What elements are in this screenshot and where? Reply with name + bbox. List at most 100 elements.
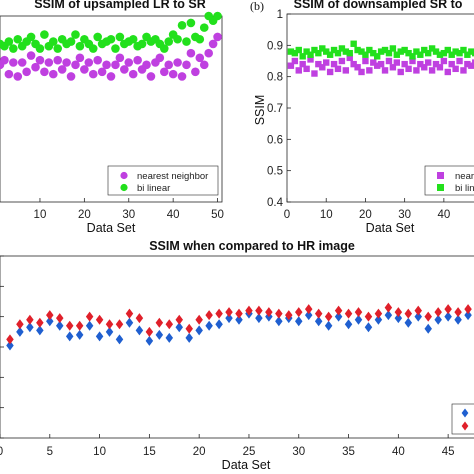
data-point	[53, 55, 63, 65]
y-tick-label: 0.8	[267, 72, 283, 84]
data-point	[245, 305, 253, 316]
data-point	[373, 53, 381, 60]
data-point	[53, 44, 63, 53]
legend-marker-red	[461, 421, 469, 431]
y-tick-label: 0.4	[267, 197, 284, 209]
legend-marker-bilinear	[120, 183, 128, 192]
x-tick-label: 30	[122, 209, 135, 221]
x-tick-label: 15	[143, 446, 156, 458]
x-tick-label: 10	[34, 209, 47, 221]
data-point	[428, 45, 436, 52]
marks-hr	[6, 302, 472, 351]
panel-upsampled-lr-to-sr: SSIM of upsampled LR to SR 10 20 30 40 50 Da…	[0, 0, 224, 235]
legend-label-nearest-b: neare	[455, 171, 474, 182]
data-point	[324, 311, 333, 322]
legend-hr	[451, 403, 474, 435]
data-point	[135, 325, 144, 336]
data-point	[303, 48, 310, 55]
x-tick-label: 45	[442, 446, 455, 458]
data-point	[326, 51, 334, 58]
data-point	[36, 325, 44, 336]
data-point	[291, 57, 299, 65]
data-point	[186, 48, 196, 58]
data-point	[275, 308, 283, 319]
data-point	[128, 69, 138, 79]
data-point	[342, 67, 350, 74]
data-point	[448, 51, 455, 58]
data-point	[324, 320, 333, 331]
data-point	[370, 49, 377, 57]
data-point	[342, 48, 350, 55]
data-point	[155, 329, 164, 340]
data-point	[413, 48, 420, 55]
data-point	[323, 48, 330, 55]
data-point	[97, 67, 107, 77]
y-tick-label: 0.5	[267, 166, 283, 178]
y-ticks-hr	[0, 255, 4, 439]
data-point	[65, 320, 74, 331]
data-point	[195, 53, 205, 63]
x-tick-label: 30	[292, 446, 305, 458]
data-point	[44, 58, 54, 67]
data-point	[13, 34, 23, 44]
data-point	[338, 45, 346, 52]
data-point	[436, 64, 444, 71]
data-point	[31, 62, 40, 72]
x-tick-label: 10	[93, 446, 106, 458]
data-point	[164, 60, 174, 70]
data-point	[299, 53, 306, 60]
data-point	[444, 304, 452, 315]
data-point	[56, 320, 64, 331]
data-point	[115, 32, 125, 42]
data-point	[142, 60, 151, 70]
data-point	[137, 39, 147, 49]
data-point	[311, 46, 318, 54]
data-point	[394, 307, 403, 318]
data-point	[165, 319, 174, 330]
data-point	[358, 48, 365, 55]
data-point	[235, 314, 243, 325]
data-point	[75, 53, 85, 63]
legend-marker-nearest	[120, 171, 128, 180]
legend-downsampled: neare bi lin	[424, 165, 474, 196]
data-point	[125, 308, 134, 319]
data-point	[307, 51, 314, 58]
x-tick-label: 40	[167, 209, 180, 221]
data-point	[128, 34, 138, 44]
chart-title-upsampled: SSIM of upsampled LR to SR	[34, 0, 206, 11]
data-point	[225, 307, 233, 318]
data-point	[71, 60, 80, 70]
data-point	[9, 58, 18, 67]
data-point	[454, 307, 462, 318]
data-point	[421, 64, 428, 71]
data-point	[381, 67, 389, 74]
data-point	[315, 49, 322, 57]
data-point	[182, 60, 191, 70]
data-point	[428, 67, 436, 74]
data-point	[285, 310, 293, 321]
y-ticks-downsampled: 0.4 0.5 0.6 0.7 0.8 0.9 1	[267, 9, 291, 209]
data-point	[354, 314, 363, 325]
data-point	[344, 319, 353, 330]
data-point	[358, 68, 365, 76]
data-point	[102, 60, 111, 70]
data-point	[460, 46, 467, 54]
data-point	[0, 55, 9, 65]
marks-upsampled	[0, 11, 222, 81]
data-point	[225, 313, 233, 324]
data-point	[287, 48, 295, 55]
data-point	[295, 307, 303, 318]
data-point	[401, 46, 408, 54]
data-point	[9, 44, 18, 53]
data-point	[452, 48, 459, 55]
data-point	[311, 70, 318, 77]
data-point	[195, 314, 203, 325]
data-point	[456, 57, 463, 65]
legend-upsampled: nearest neighbor bi linear	[107, 165, 219, 196]
data-point	[404, 308, 413, 319]
data-point	[168, 69, 178, 79]
data-point	[22, 67, 31, 77]
data-point	[6, 334, 14, 345]
legend-box-downsampled	[424, 165, 474, 196]
data-point	[414, 305, 423, 316]
